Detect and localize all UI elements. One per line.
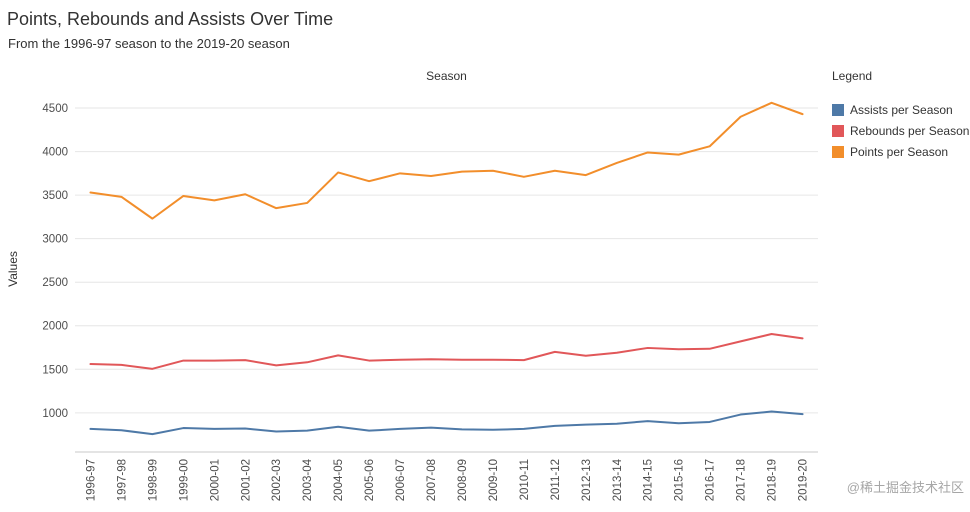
legend-title: Legend [832,69,873,83]
y-tick-label: 2000 [42,321,68,333]
chart-canvas: 1000 1500 2000 2500 3000 3500 4000 4500 1996-97 1… [42,101,818,501]
x-tick-label[interactable]: 2003-04 [302,458,314,501]
legend-item-label: Points per Season [850,144,949,159]
x-tick-label[interactable]: 1998-99 [147,459,159,501]
legend-swatch [832,124,844,137]
x-tick-label[interactable]: 1999-00 [178,459,190,501]
y-tick-label: 4000 [42,147,68,159]
x-tick-label[interactable]: 2007-08 [426,459,438,501]
legend-item-label: Rebounds per Season [850,123,970,138]
series-line-points-per-season[interactable] [89,101,804,220]
chart-title: Points, Rebounds and Assists Over Time [7,9,334,29]
legend-item-points-per-season[interactable]: Points per Season [832,141,970,162]
x-tick-label[interactable]: 2016-17 [705,459,717,501]
x-tick-label[interactable]: 1996-97 [85,459,97,501]
legend-item-rebounds-per-season[interactable]: Rebounds per Season [832,120,970,141]
y-tick-label: 1500 [42,364,68,376]
x-tick-label[interactable]: 2009-10 [488,459,500,501]
x-tick-label[interactable]: 2011-12 [550,459,562,500]
series-line-assists-per-season[interactable] [89,410,804,436]
x-tick-label[interactable]: 2015-16 [674,459,686,501]
x-tick-label[interactable]: 2004-05 [333,459,345,501]
x-tick-label[interactable]: 2018-19 [767,459,779,501]
x-tick-label[interactable]: 2013-14 [612,458,624,501]
x-tick-label[interactable]: 2001-02 [240,459,252,501]
y-tick-label: 3000 [42,234,68,246]
y-tick-label: 2500 [42,277,68,289]
x-tick-label[interactable]: 2017-18 [736,459,748,501]
legend-panel: Legend Assists per Season Rebounds per Se… [832,69,970,162]
series-line-rebounds-per-season[interactable] [89,333,804,370]
legend-item-assists-per-season[interactable]: Assists per Season [832,99,970,120]
legend-swatch [832,103,844,116]
x-tick-label[interactable]: 2014-15 [643,459,655,501]
x-tick-label[interactable]: 2000-01 [209,459,221,501]
x-tick-label[interactable]: 2002-03 [271,459,283,501]
y-tick-label: 1000 [42,408,68,420]
y-tick-label: 4500 [42,103,68,115]
x-axis-title: Season [426,69,467,83]
watermark: @稀土掘金技术社区 [846,480,964,495]
x-tick-label[interactable]: 2008-09 [457,459,469,501]
y-tick-label: 3500 [42,190,68,202]
legend-items: Assists per Season Rebounds per Season Poi… [832,99,970,162]
x-tick-label[interactable]: 2019-20 [798,459,810,501]
x-tick-label[interactable]: 2005-06 [364,459,376,501]
x-tick-label[interactable]: 2010-11 [519,459,531,500]
x-tick-label[interactable]: 2006-07 [395,459,407,501]
legend-swatch [832,145,844,158]
x-tick-label[interactable]: 1997-98 [116,459,128,501]
chart-subtitle: From the 1996-97 season to the 2019-20 s… [8,36,290,51]
legend-item-label: Assists per Season [850,102,953,117]
x-tick-label[interactable]: 2012-13 [581,459,593,501]
